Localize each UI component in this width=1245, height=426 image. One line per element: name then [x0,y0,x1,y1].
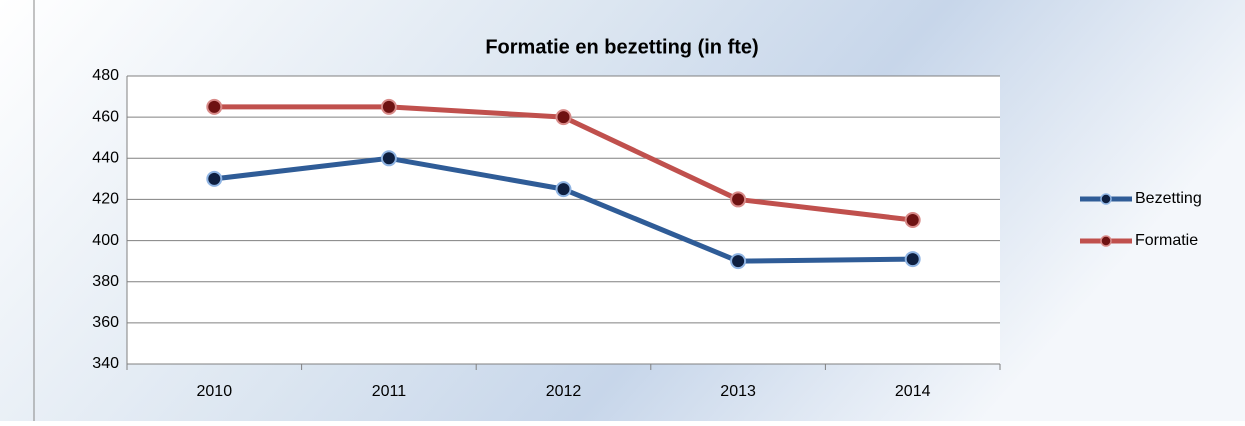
y-tick-label: 360 [92,314,119,331]
y-tick-label: 420 [92,191,119,208]
x-tick-label: 2014 [895,383,931,400]
data-point [904,251,921,268]
data-point [555,181,572,198]
data-point [730,191,747,208]
y-tick-label: 340 [92,355,119,372]
data-point [904,212,921,228]
data-point [380,150,397,167]
legend-label: Bezetting [1135,190,1202,207]
y-tick-label: 440 [92,150,119,167]
data-point [730,253,747,270]
y-tick-label: 380 [92,273,119,290]
legend-marker [1100,193,1112,205]
x-tick-label: 2012 [546,383,582,400]
data-point [380,98,397,115]
data-point [206,170,223,187]
y-tick-label: 400 [92,232,119,249]
x-tick-label: 2010 [197,383,233,400]
data-point [206,98,223,115]
x-tick-label: 2011 [372,383,407,400]
legend-label: Formatie [1135,232,1198,249]
y-tick-label: 460 [92,108,119,125]
legend-marker [1100,235,1112,247]
data-point [555,109,572,126]
chart-title: Formatie en bezetting (in fte) [485,36,758,58]
y-tick-label: 480 [92,67,119,84]
x-tick-label: 2013 [720,383,756,400]
